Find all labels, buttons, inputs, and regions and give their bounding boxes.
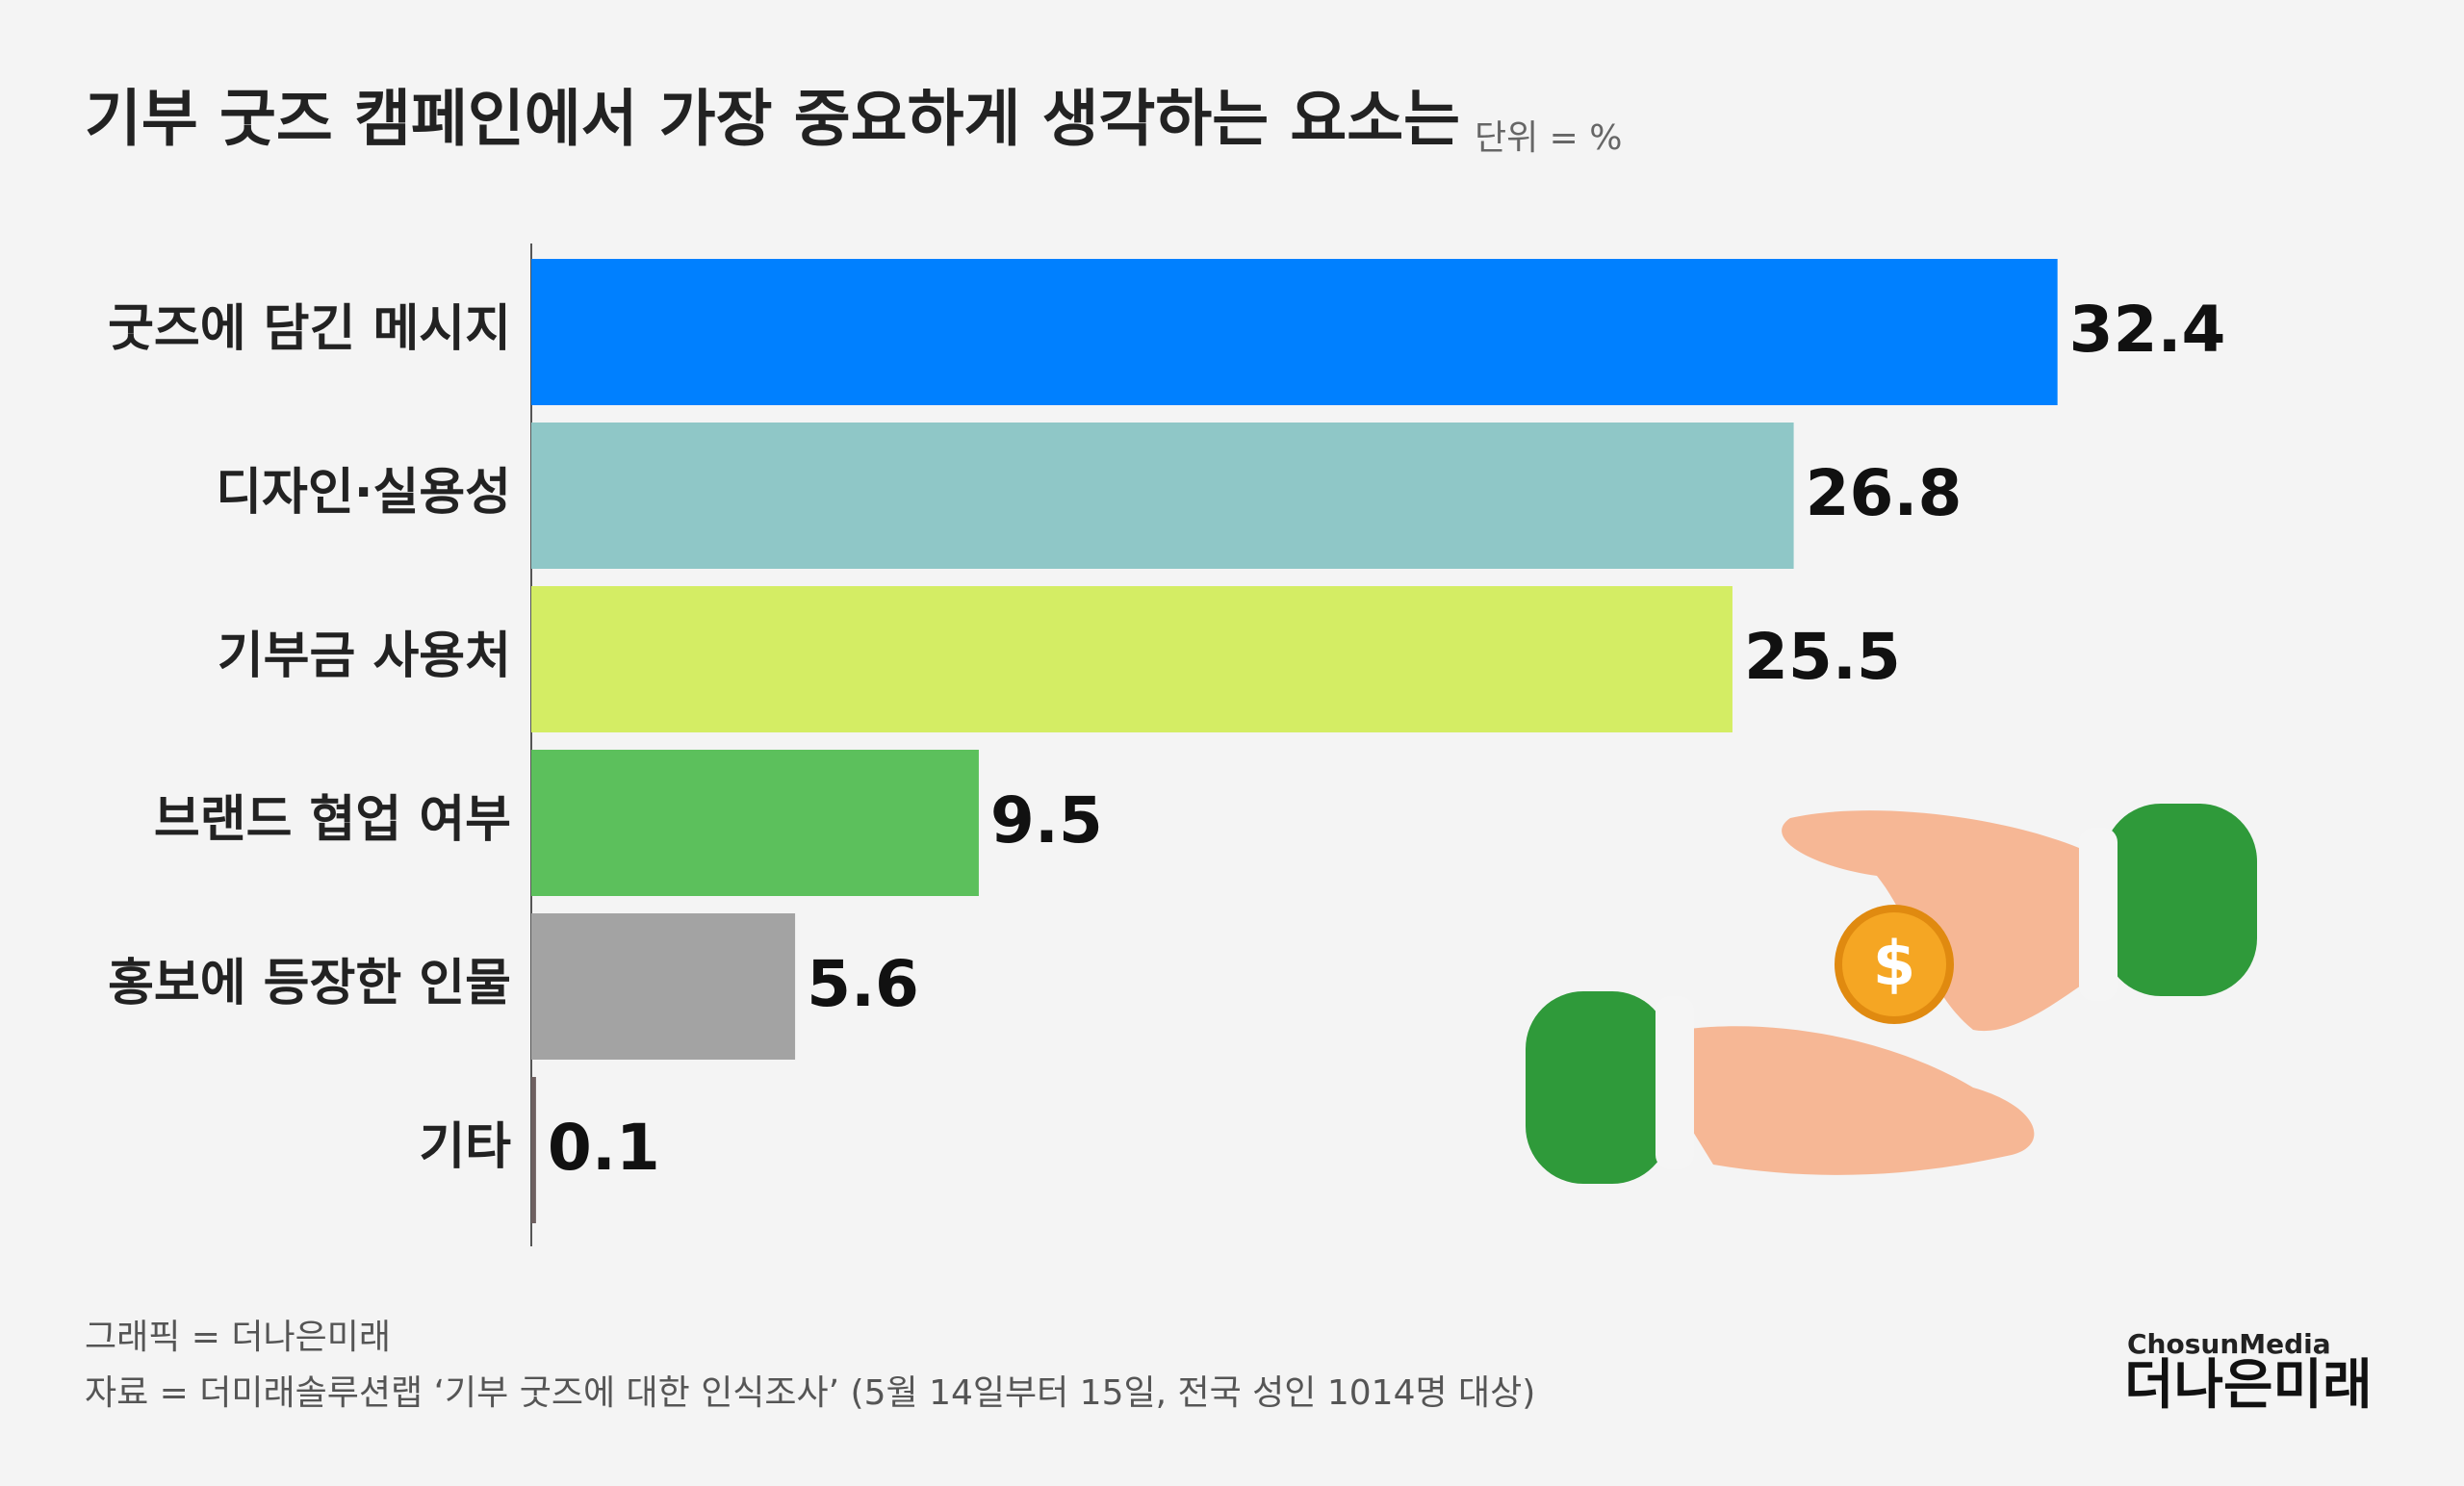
category-label: 굿즈에 담긴 메시지 <box>108 300 511 358</box>
bar <box>531 586 1732 732</box>
lower-cuff <box>1526 991 1670 1184</box>
bar <box>531 259 2058 405</box>
lower-sleeve <box>1656 996 1694 1169</box>
value-label: 26.8 <box>1806 456 1963 530</box>
coin-symbol: $ <box>1873 930 1916 1001</box>
source: 자료 = 더미래솔루션랩 ‘기부 굿즈에 대한 인식조사’ (5월 14일부터 … <box>85 1373 1535 1413</box>
lower-hand <box>1636 1026 2035 1175</box>
illustration: $ <box>1526 804 2257 1184</box>
bar <box>531 750 979 896</box>
logo-brand: ChosunMedia <box>2127 1328 2331 1360</box>
value-label: 5.6 <box>807 947 919 1021</box>
category-label: 브랜드 협업 여부 <box>154 791 511 849</box>
category-label: 디자인·실용성 <box>216 464 511 522</box>
value-label: 25.5 <box>1744 620 1901 694</box>
logo-name: 더나은미래 <box>2124 1354 2373 1417</box>
category-label: 기부금 사용처 <box>218 628 511 685</box>
credit: 그래픽 = 더나은미래 <box>85 1318 391 1357</box>
value-label: 9.5 <box>990 783 1103 858</box>
upper-hand <box>1782 810 2118 1032</box>
value-label: 0.1 <box>548 1111 660 1185</box>
coin <box>1835 905 1954 1024</box>
bar <box>531 1077 536 1223</box>
chart-title: 기부 굿즈 캠페인에서 가장 중요하게 생각하는 요소는 <box>85 85 1460 156</box>
upper-sleeve <box>2079 828 2118 1001</box>
category-label: 기타 <box>419 1118 511 1176</box>
bar <box>531 423 1794 569</box>
upper-cuff <box>2103 804 2257 996</box>
category-label: 홍보에 등장한 인물 <box>108 955 511 1012</box>
value-label: 32.4 <box>2069 293 2226 367</box>
unit-label: 단위 = % <box>1475 118 1623 158</box>
bar <box>531 913 796 1060</box>
